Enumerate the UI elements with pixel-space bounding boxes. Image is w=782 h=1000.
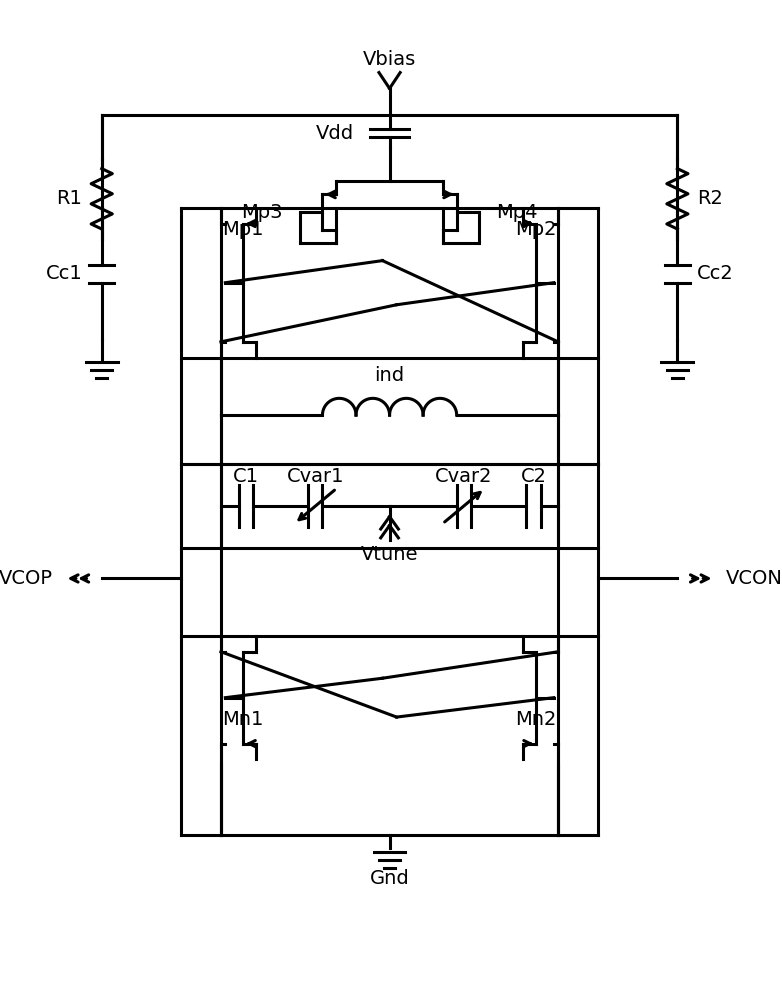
Text: Mn1: Mn1 (222, 710, 264, 729)
Text: ind: ind (375, 366, 404, 385)
Text: R1: R1 (56, 189, 82, 208)
Text: Mp3: Mp3 (241, 203, 283, 222)
Text: Mp2: Mp2 (515, 220, 557, 239)
Text: Gnd: Gnd (370, 869, 410, 888)
Text: Mn2: Mn2 (515, 710, 557, 729)
Text: Cc2: Cc2 (697, 264, 734, 283)
Text: Vtune: Vtune (361, 545, 418, 564)
Text: Vbias: Vbias (363, 50, 416, 69)
Text: Cvar1: Cvar1 (287, 467, 344, 486)
Text: Mp4: Mp4 (497, 203, 538, 222)
Text: VCOP: VCOP (0, 569, 53, 588)
Text: R2: R2 (697, 189, 723, 208)
Text: C1: C1 (233, 467, 259, 486)
Text: C2: C2 (521, 467, 547, 486)
Text: Cvar2: Cvar2 (435, 467, 493, 486)
Text: Vdd: Vdd (316, 124, 354, 143)
Text: Mp1: Mp1 (222, 220, 264, 239)
Text: VCON: VCON (726, 569, 782, 588)
Text: Cc1: Cc1 (45, 264, 82, 283)
